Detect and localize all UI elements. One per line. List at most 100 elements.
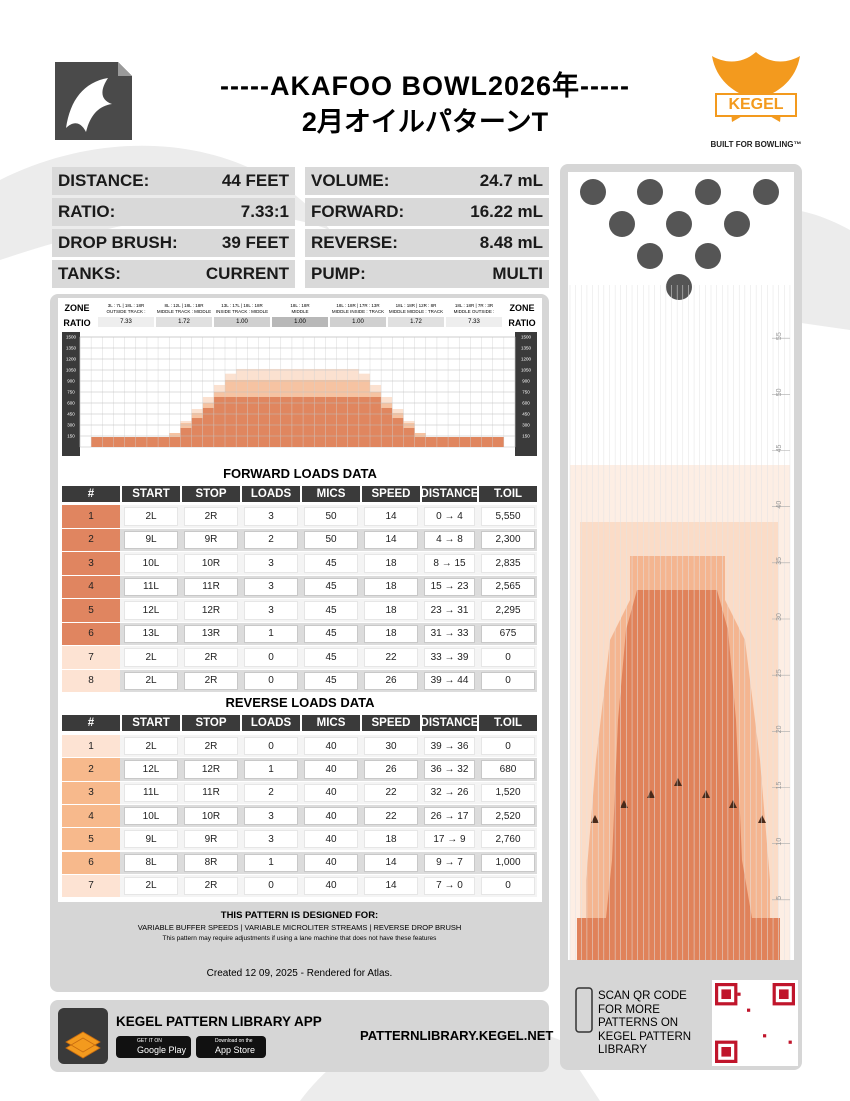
zone-name: MIDDLE MIDDLE : TRACK <box>388 309 444 314</box>
y-tick-label: 600 <box>522 401 530 406</box>
zone-range: 3L : 7L | 18L : 18R <box>107 303 145 308</box>
google-play-badge <box>116 1036 191 1058</box>
y-tick-label: 150 <box>522 434 530 439</box>
profile-bar <box>370 396 382 447</box>
table-cell: 4 <box>62 575 120 598</box>
lane-tick-label: 15 <box>776 782 783 790</box>
table-cell: 26 <box>364 760 418 779</box>
spec-label: DISTANCE: <box>58 171 150 190</box>
qr-module <box>763 1034 767 1038</box>
board-label: 18 <box>273 450 279 455</box>
table-cell: 2,520 <box>481 806 535 826</box>
spec-value: CURRENT <box>205 264 289 283</box>
profile-bar <box>247 396 259 447</box>
kegel-box <box>715 93 797 117</box>
table-cell: 3 <box>244 577 298 596</box>
table-cell: 0 <box>481 671 535 690</box>
lane-tick-label: 10 <box>776 838 783 846</box>
zone-range: 18L : 18R <box>290 303 310 308</box>
table-cell: 26 <box>364 671 418 690</box>
zone-range: 8L : 12L | 18L : 18R <box>164 303 204 308</box>
table-cell: 7 <box>62 646 120 669</box>
table-cell: 45 <box>304 577 358 596</box>
column-header: SPEED <box>362 486 420 502</box>
board-label: 7 <box>151 450 154 455</box>
table-cell: 18 <box>364 624 418 643</box>
note-disclaimer: This pattern may require adjustments if … <box>162 935 437 942</box>
row-band <box>62 622 537 645</box>
y-tick-label: 1050 <box>66 368 77 373</box>
table-cell: 3 <box>244 806 298 826</box>
table-title: REVERSE LOADS DATA <box>225 695 375 710</box>
table-cell: 18 <box>364 601 418 620</box>
table-cell: 11R <box>184 783 238 802</box>
row-band <box>62 575 537 598</box>
table-cell: 2L <box>124 671 178 690</box>
board-label: 11 <box>396 450 401 455</box>
y-tick-label: 300 <box>67 423 75 428</box>
table-cell: 2R <box>184 648 238 667</box>
qr-text: SCAN QR CODE FOR MORE PATTERNS ON KEGEL … <box>598 990 692 1056</box>
board-label: 7 <box>441 450 444 455</box>
column-header: DISTANCE <box>420 715 479 731</box>
y-tick-label: 600 <box>67 401 75 406</box>
title: -----AKAFOO BOWL2026年----- <box>220 71 630 101</box>
table-cell: 6 <box>62 851 120 874</box>
table-cell: 5 <box>62 599 120 622</box>
spec-label: VOLUME: <box>311 171 390 190</box>
subtitle: 2月オイルパターンT <box>301 107 549 137</box>
lane-tick-label: 25 <box>776 669 783 677</box>
spec-row: REVERSE: 8.48 mL <box>305 229 549 257</box>
row-band <box>62 646 537 669</box>
lane-tick-label: 30 <box>776 613 783 621</box>
spec-row: FORWARD: 16.22 mL <box>305 198 549 226</box>
column-header: LOADS <box>242 486 300 502</box>
table-cell: 12R <box>184 760 238 779</box>
lane-tick-label: 40 <box>776 501 783 509</box>
board-label: 14 <box>362 450 368 455</box>
board-label: 2 <box>95 450 98 455</box>
board-label: 14 <box>228 450 234 455</box>
profile-bar <box>358 396 370 447</box>
table-cell: 40 <box>304 876 358 896</box>
lane-oil-layer <box>577 590 780 960</box>
table-cell: 11R <box>184 577 238 596</box>
lane-tick-label: 35 <box>776 557 783 565</box>
y-tick-label: 300 <box>522 423 530 428</box>
lane-tick-label: 20 <box>776 725 783 733</box>
board-label: 15 <box>239 450 245 455</box>
profile-bar <box>325 396 337 447</box>
spec-row: DISTANCE: 44 FEET <box>52 167 295 195</box>
table-cell: 4 <box>62 804 120 828</box>
table-cell: 10L <box>124 554 178 573</box>
profile-bar <box>269 396 281 447</box>
profile-bar <box>102 437 114 447</box>
board-label: 8 <box>162 450 165 455</box>
column-header: SPEED <box>362 715 420 731</box>
badge-text: Google Play <box>137 1045 187 1055</box>
qr-finder <box>721 989 731 999</box>
board-label: 12 <box>384 450 390 455</box>
spec-value: 8.48 mL <box>479 233 543 252</box>
zone-ratio: 7.33 <box>446 317 502 327</box>
zone-ratio: 1.72 <box>156 317 212 327</box>
table-cell: 1 <box>244 760 298 779</box>
table-cell: 15 → 23 <box>424 577 475 596</box>
table-cell: 2L <box>124 648 178 667</box>
board-label: 5 <box>464 450 467 455</box>
table-cell: 5 <box>62 828 120 851</box>
table-cell: 1 <box>244 624 298 643</box>
profile-bar <box>392 418 404 447</box>
zone-name: INSIDE TRACK : MIDDLE <box>215 309 269 314</box>
board-label: 3 <box>107 450 110 455</box>
board-label: 4 <box>118 450 121 455</box>
table-cell: 1 <box>244 853 298 872</box>
table-cell: 2L <box>124 876 178 896</box>
table-cell: 9R <box>184 530 238 549</box>
table-cell: 14 <box>364 853 418 872</box>
table-cell: 2,295 <box>481 601 535 620</box>
phoenix-icon <box>66 78 112 132</box>
qr-module <box>737 992 741 996</box>
